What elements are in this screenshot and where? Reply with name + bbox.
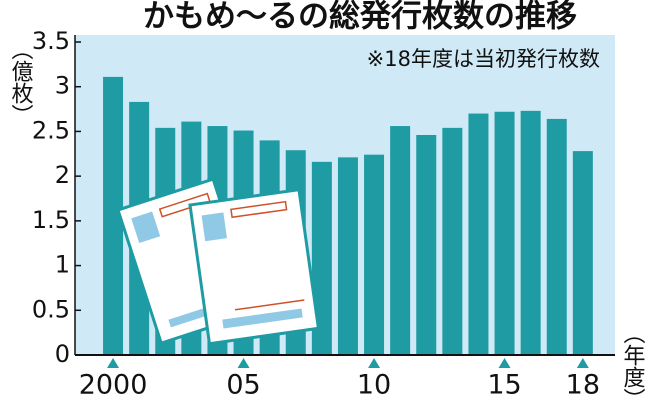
bar [390,126,411,355]
x-tick-marker [498,358,511,368]
postcards-illustration [116,177,321,346]
x-tick-marker [237,358,250,368]
bar [416,135,437,355]
x-tick-marker [107,358,120,368]
y-axis-label: （億枚） [8,38,34,126]
y-tick-label: 1 [55,251,70,279]
chart-title: かもめ～るの総発行枚数の推移 [143,0,577,35]
bar [546,118,567,355]
bar [364,154,385,355]
x-tick-label: 05 [226,370,260,401]
y-tick-label: 0.5 [32,295,70,323]
y-tick-label: 1.5 [32,206,70,234]
x-tick-label: 15 [487,370,521,401]
bar [494,111,515,355]
y-tick-label: 3 [55,72,70,100]
bar [520,110,541,355]
bar [442,127,463,355]
x-tick-marker [576,358,589,368]
y-tick-label: 2.5 [32,116,70,144]
y-tick-label: 3.5 [32,27,70,55]
bar [337,157,358,355]
x-axis-label: （年度） [620,322,646,406]
note: ※18年度は当初発行枚数 [367,47,600,71]
y-tick-label: 0 [55,340,70,368]
x-tick-marker [368,358,381,368]
bar [103,76,124,356]
y-tick-label: 2 [55,161,70,189]
bar [572,151,593,355]
x-tick-label: 2000 [79,370,148,401]
x-tick-label: 18 [566,370,600,401]
x-tick-label: 10 [357,370,391,401]
bar [468,113,489,356]
